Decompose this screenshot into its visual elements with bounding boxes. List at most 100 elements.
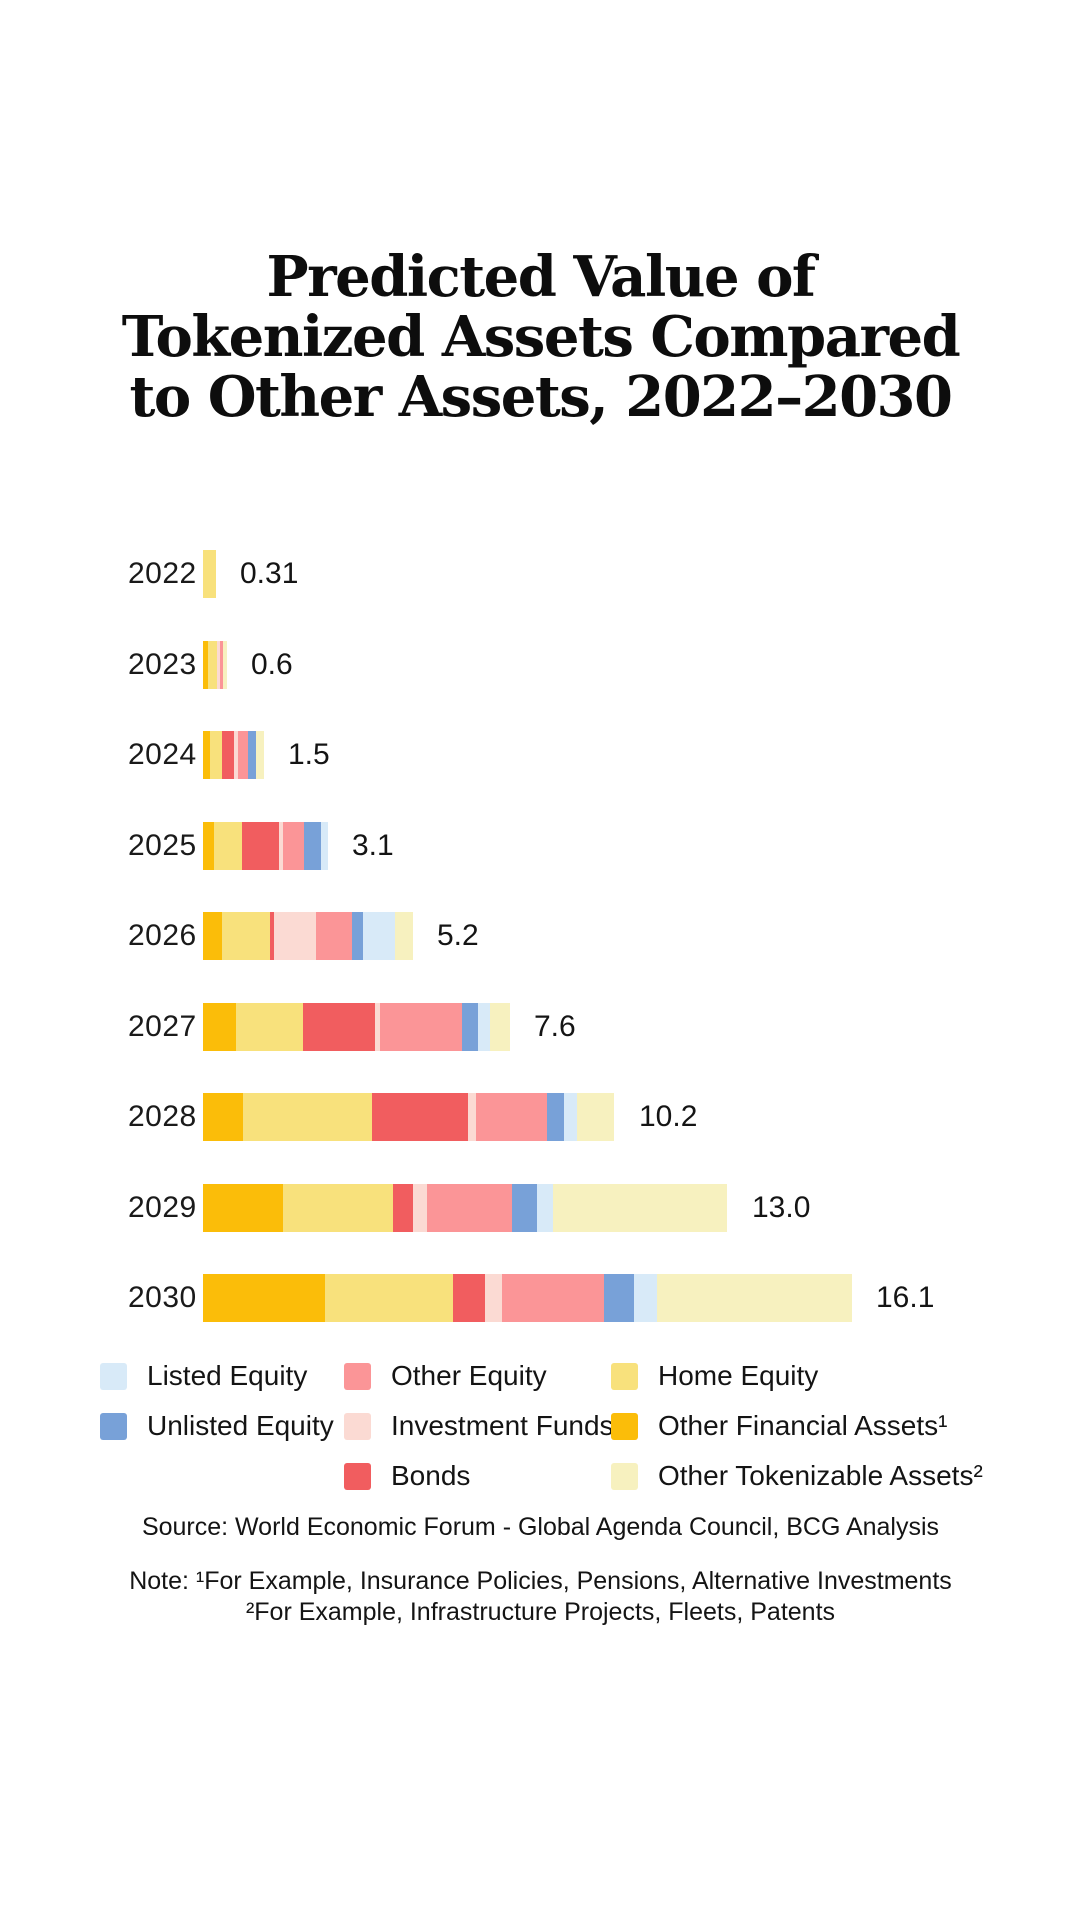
legend-swatch-listed_equity <box>100 1362 127 1390</box>
total-label-2025: 3.1 <box>352 829 394 862</box>
segment-unlisted_equity-2025 <box>304 822 321 870</box>
legend-item-other_equity: Other Equity <box>344 1360 547 1391</box>
legend-label-unlisted_equity: Unlisted Equity <box>147 1410 334 1441</box>
year-label-2025: 2025 <box>128 829 197 862</box>
stacked-bar-2029 <box>203 1184 728 1232</box>
segment-home_equity-2022 <box>203 550 216 598</box>
stacked-bar-2028 <box>203 1093 615 1141</box>
year-label-2028: 2028 <box>128 1100 197 1133</box>
legend-item-home_equity: Home Equity <box>611 1360 819 1391</box>
total-label-2022: 0.31 <box>240 557 299 590</box>
stacked-bar-2026 <box>203 912 413 960</box>
year-label-2030: 2030 <box>128 1281 197 1314</box>
bar-row-2028: 2028 10.2 <box>0 1093 1081 1141</box>
segment-bonds-2026 <box>269 912 274 960</box>
legend-item-other_financial_assets: Other Financial Assets¹ <box>611 1410 948 1441</box>
segment-listed_equity-2027 <box>477 1003 490 1051</box>
segment-investment_funds-2027 <box>374 1003 380 1051</box>
segment-other_financial_assets-2025 <box>203 822 214 870</box>
note-line-2: ²For Example, Infrastructure Projects, F… <box>245 1598 836 1627</box>
segment-other_equity-2026 <box>315 912 352 960</box>
chart-title-line-2: Tokenized Assets Compared <box>121 303 961 370</box>
segment-other_financial_assets-2030 <box>203 1274 325 1322</box>
stacked-bar-2024 <box>203 731 264 779</box>
bar-row-2027: 2027 7.6 <box>0 1003 1081 1051</box>
segment-unlisted_equity-2028 <box>547 1093 565 1141</box>
segment-other_financial_assets-2026 <box>203 912 223 960</box>
segment-other_equity-2023 <box>219 641 223 689</box>
bar-row-2026: 2026 5.2 <box>0 912 1081 960</box>
segment-other_tokenizable_assets-2024 <box>256 731 264 779</box>
chart-title: Predicted Value of Tokenized Assets Comp… <box>0 244 1081 428</box>
segment-investment_funds-2024 <box>234 731 239 779</box>
legend-swatch-other_tokenizable_assets <box>611 1462 638 1490</box>
total-label-2029: 13.0 <box>752 1191 811 1224</box>
segment-unlisted_equity-2030 <box>604 1274 635 1322</box>
legend-item-other_tokenizable_assets: Other Tokenizable Assets² <box>611 1460 983 1491</box>
stacked-bar-2027 <box>203 1003 510 1051</box>
bar-row-2025: 2025 3.1 <box>0 822 1081 870</box>
stacked-bar-2030 <box>203 1274 853 1322</box>
total-label-2030: 16.1 <box>876 1281 935 1314</box>
legend-swatch-other_equity <box>344 1362 371 1390</box>
legend-item-listed_equity: Listed Equity <box>100 1360 308 1391</box>
segment-home_equity-2026 <box>222 912 270 960</box>
segment-other_equity-2028 <box>476 1093 548 1141</box>
stacked-bar-2025 <box>203 822 328 870</box>
legend-label-other_tokenizable_assets: Other Tokenizable Assets² <box>658 1460 983 1491</box>
segment-other_financial_assets-2029 <box>203 1184 283 1232</box>
legend-item-investment_funds: Investment Funds <box>344 1410 614 1441</box>
legend-swatch-other_financial_assets <box>611 1412 638 1440</box>
legend-item-bonds: Bonds <box>344 1460 471 1491</box>
segment-other_equity-2025 <box>283 822 305 870</box>
segment-investment_funds-2023 <box>217 641 220 689</box>
segment-bonds-2030 <box>452 1274 485 1322</box>
legend-swatch-investment_funds <box>344 1412 371 1440</box>
segment-other_tokenizable_assets-2026 <box>395 912 413 960</box>
segment-other_tokenizable_assets-2028 <box>577 1093 615 1141</box>
segment-investment_funds-2028 <box>467 1093 477 1141</box>
year-label-2024: 2024 <box>128 738 197 771</box>
segment-listed_equity-2025 <box>320 822 328 870</box>
total-label-2027: 7.6 <box>534 1010 576 1043</box>
legend-label-listed_equity: Listed Equity <box>147 1360 308 1391</box>
segment-home_equity-2027 <box>236 1003 304 1051</box>
segment-home_equity-2029 <box>282 1184 393 1232</box>
segment-listed_equity-2028 <box>564 1093 578 1141</box>
segment-bonds-2028 <box>371 1093 468 1141</box>
notes-text: Note: ¹For Example, Insurance Policies, … <box>0 1566 1081 1629</box>
segment-other_financial_assets-2023 <box>203 641 209 689</box>
legend-label-bonds: Bonds <box>391 1460 471 1491</box>
stacked-bar-2023 <box>203 641 228 689</box>
legend-label-investment_funds: Investment Funds <box>391 1410 614 1441</box>
segment-other_tokenizable_assets-2027 <box>489 1003 510 1051</box>
legend-swatch-home_equity <box>611 1362 638 1390</box>
segment-other_tokenizable_assets-2023 <box>222 641 228 689</box>
chart-title-line-1: Predicted Value of <box>266 244 816 310</box>
segment-other_financial_assets-2028 <box>203 1093 243 1141</box>
segment-investment_funds-2029 <box>412 1184 427 1232</box>
legend-label-home_equity: Home Equity <box>658 1360 819 1391</box>
total-label-2028: 10.2 <box>639 1100 698 1133</box>
legend-swatch-unlisted_equity <box>100 1412 127 1440</box>
segment-bonds-2027 <box>303 1003 375 1051</box>
segment-other_equity-2029 <box>426 1184 512 1232</box>
segment-listed_equity-2030 <box>634 1274 658 1322</box>
segment-unlisted_equity-2026 <box>351 912 364 960</box>
segment-unlisted_equity-2027 <box>461 1003 478 1051</box>
total-label-2023: 0.6 <box>251 648 293 681</box>
bar-row-2023: 2023 0.6 <box>0 641 1081 689</box>
segment-unlisted_equity-2029 <box>511 1184 537 1232</box>
segment-investment_funds-2025 <box>279 822 284 870</box>
source-text: Source: World Economic Forum - Global Ag… <box>141 1513 940 1541</box>
segment-home_equity-2023 <box>208 641 218 689</box>
segment-bonds-2029 <box>392 1184 413 1232</box>
segment-other_financial_assets-2027 <box>203 1003 237 1051</box>
legend-label-other_financial_assets: Other Financial Assets¹ <box>658 1410 948 1441</box>
segment-bonds-2025 <box>241 822 280 870</box>
legend-label-other_equity: Other Equity <box>391 1360 547 1391</box>
year-label-2027: 2027 <box>128 1010 197 1043</box>
segment-other_equity-2030 <box>501 1274 605 1322</box>
year-label-2022: 2022 <box>128 557 197 590</box>
legend-item-unlisted_equity: Unlisted Equity <box>100 1410 334 1441</box>
